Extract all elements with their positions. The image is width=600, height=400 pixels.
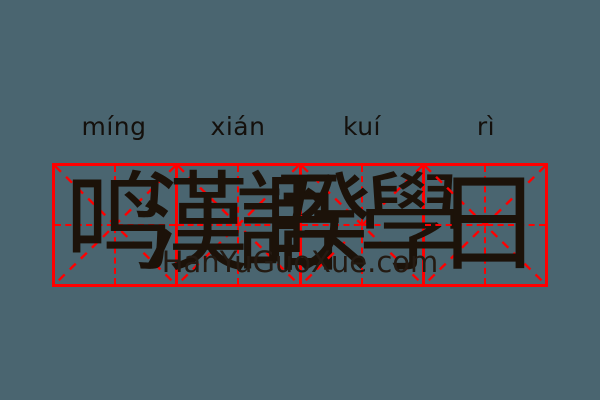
grid-cell-3: 睽學 [264, 162, 466, 287]
pinyin-syllable-1: míng [81, 111, 147, 141]
grid-cell-4: 日 [424, 162, 545, 287]
pinyin-row: míng xián kuí rì [52, 103, 548, 149]
character-glyph-3: 睽學 [264, 162, 466, 287]
pinyin-syllable-4: rì [476, 111, 496, 141]
pinyin-syllable-3: kuí [343, 111, 381, 141]
pinyin-syllable-2: xián [210, 111, 266, 141]
character-glyph-4: 日 [434, 162, 542, 287]
character-glyph-1: 鸣 [64, 162, 173, 287]
character-grid: 鸣 漢語 睽學 日 [52, 163, 548, 287]
